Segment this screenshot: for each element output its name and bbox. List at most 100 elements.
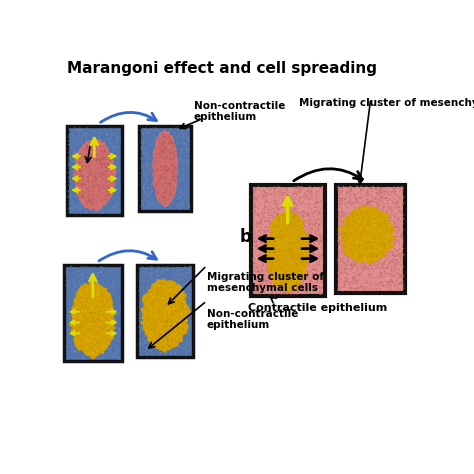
Point <box>277 221 285 228</box>
Point <box>94 333 102 341</box>
Point <box>136 318 144 326</box>
Point <box>78 158 86 165</box>
Point <box>263 241 270 249</box>
Point <box>108 148 115 156</box>
Point <box>71 328 78 336</box>
Point <box>110 144 118 151</box>
Point <box>87 314 94 321</box>
Point <box>368 240 376 248</box>
Point <box>90 147 97 155</box>
Point <box>79 283 87 290</box>
Point <box>288 275 296 283</box>
Point <box>115 162 123 170</box>
Point <box>364 255 371 263</box>
Point <box>160 189 168 196</box>
Point <box>155 308 163 315</box>
Point <box>102 264 110 272</box>
Point <box>109 195 116 203</box>
Point <box>266 247 274 255</box>
Point <box>299 246 307 254</box>
Point <box>137 150 145 158</box>
Point <box>154 140 162 147</box>
Point <box>65 149 73 157</box>
Point <box>159 170 166 178</box>
Point <box>147 161 155 168</box>
Point <box>116 145 123 153</box>
Point <box>373 248 381 255</box>
Point <box>100 289 107 296</box>
Point <box>368 185 376 192</box>
Point <box>139 164 146 171</box>
Point <box>105 303 113 310</box>
Point <box>143 161 150 168</box>
Point <box>109 293 116 301</box>
Point <box>175 169 182 177</box>
Point <box>69 138 77 146</box>
Point <box>70 189 78 196</box>
Point <box>180 341 187 348</box>
Point <box>363 215 371 222</box>
Point <box>149 200 157 208</box>
Point <box>84 333 92 341</box>
Point <box>65 309 73 317</box>
Point <box>172 297 179 304</box>
Point <box>380 282 388 290</box>
Point <box>271 265 279 273</box>
Point <box>172 319 179 327</box>
Point <box>114 206 121 213</box>
Point <box>359 224 366 232</box>
Point <box>77 139 84 147</box>
Point <box>155 170 162 178</box>
Point <box>70 159 77 166</box>
Point <box>99 129 106 137</box>
Point <box>78 311 86 319</box>
Point <box>94 289 102 297</box>
Point <box>96 327 104 334</box>
Point <box>86 151 93 159</box>
Point <box>351 263 358 270</box>
Point <box>72 313 79 320</box>
Point <box>137 325 145 332</box>
Point <box>160 300 168 307</box>
Point <box>79 298 87 306</box>
Point <box>267 199 275 206</box>
Point <box>180 164 187 172</box>
Point <box>77 173 84 180</box>
Point <box>152 151 160 159</box>
Point <box>372 215 380 222</box>
Point <box>293 269 301 276</box>
Point <box>91 193 99 201</box>
Point <box>268 258 276 265</box>
Point <box>156 194 164 202</box>
Point <box>358 220 366 228</box>
Point <box>357 230 365 237</box>
Point <box>383 221 391 229</box>
Point <box>99 156 106 164</box>
Point <box>82 289 90 297</box>
Point <box>111 353 118 361</box>
Point <box>146 298 153 306</box>
Point <box>100 343 108 351</box>
Point <box>271 227 278 234</box>
Point <box>271 239 279 247</box>
Point <box>180 294 188 301</box>
Point <box>151 131 159 138</box>
Point <box>90 134 98 141</box>
Point <box>107 311 115 319</box>
Point <box>317 285 325 292</box>
Point <box>161 189 169 196</box>
Point <box>88 330 95 337</box>
Point <box>136 330 144 337</box>
Point <box>102 333 110 341</box>
Point <box>268 233 275 241</box>
Point <box>77 319 84 327</box>
Point <box>72 289 80 297</box>
Point <box>297 264 304 272</box>
Point <box>350 273 357 281</box>
Point <box>100 307 107 315</box>
Point <box>73 297 81 305</box>
Point <box>108 339 116 346</box>
Point <box>183 308 191 316</box>
Point <box>106 324 114 332</box>
Point <box>294 228 302 235</box>
